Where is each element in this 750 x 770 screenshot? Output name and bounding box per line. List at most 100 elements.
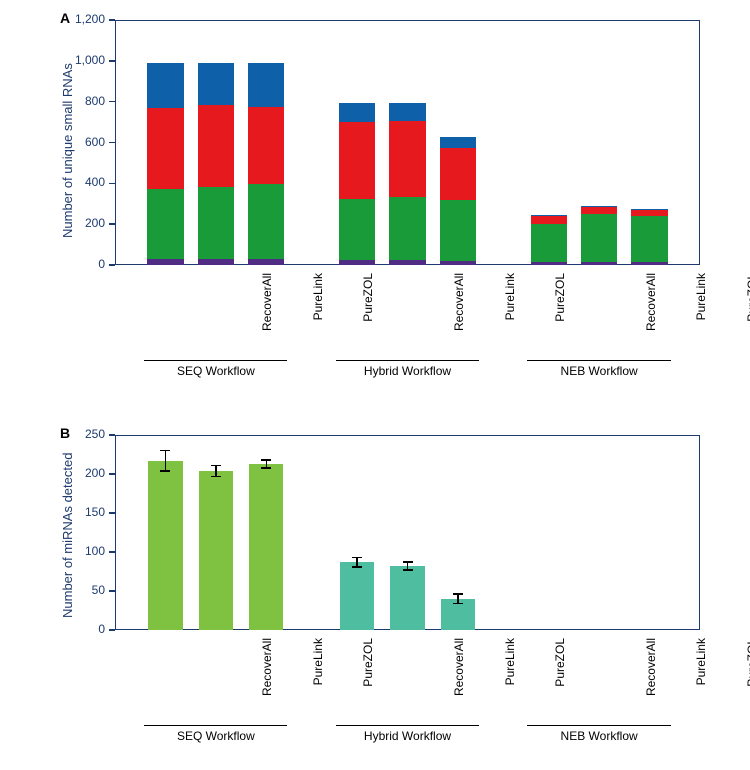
panel-a-group-line [336,360,479,361]
panel-a-xcat-label: PureLink [694,273,708,363]
panel-b-ytick-label: 150 [70,505,105,519]
panel-b-label: B [60,425,70,441]
panel-b-ytick-label: 250 [70,427,105,441]
panel-a-ytick [109,142,115,144]
panel-b-errorbar-cap [453,593,463,595]
panel-a-group-label: NEB Workflow [523,364,674,378]
panel-a-xcat-label: PureLink [311,273,325,363]
panel-a-ytick [109,101,115,103]
panel-a-bar-segment [248,63,284,107]
panel-a-bar-segment [389,260,425,265]
panel-b-group-label: Hybrid Workflow [332,729,483,743]
panel-a-bar-segment [339,199,375,260]
panel-a-bar-segment [440,261,476,265]
panel-a-bar-segment [198,105,234,188]
panel-b-errorbar [165,451,167,471]
panel-a-bar-segment [531,216,567,224]
panel-a-bar-segment [440,148,476,200]
panel-a-group-line [527,360,670,361]
panel-b-errorbar-cap [160,470,170,472]
panel-b-group-label: NEB Workflow [523,729,674,743]
panel-a-ytick-label: 600 [65,135,105,149]
panel-b-errorbar-cap [261,467,271,469]
panel-a-bar-segment [198,187,234,258]
panel-b-errorbar-cap [453,603,463,605]
panel-b-group-label: SEQ Workflow [140,729,291,743]
panel-b-xcat-label: PureZOL [745,638,750,728]
panel-a-ytick-label: 1,200 [65,12,105,26]
panel-a-xcat-label: RecoverAll [452,273,466,363]
panel-a-bar-segment [581,207,617,214]
panel-b-ytick [109,629,115,631]
panel-b-ytick-label: 0 [70,622,105,636]
panel-b-bar [199,471,233,630]
panel-a-ytick [109,183,115,185]
panel-a-bar-segment [339,103,375,122]
panel-b-bar [249,464,283,630]
panel-b-xcat-label: PureLink [503,638,517,728]
panel-a-ytick-label: 800 [65,94,105,108]
panel-a-xcat-label: RecoverAll [260,273,274,363]
panel-b-ytick-label: 50 [70,583,105,597]
panel-b-ytick [109,473,115,475]
panel-b-xcat-label: PureZOL [361,638,375,728]
panel-a-ytick-label: 0 [65,257,105,271]
panel-b-group-line [527,725,670,726]
panel-b-xcat-label: PureLink [694,638,708,728]
panel-b-xcat-label: RecoverAll [452,638,466,728]
panel-a-bar-segment [147,63,183,108]
panel-b-group-line [336,725,479,726]
panel-a-group-line [144,360,287,361]
panel-b-xcat-label: PureLink [311,638,325,728]
panel-b-errorbar-cap [261,459,271,461]
panel-a-ytick-label: 200 [65,216,105,230]
panel-b-errorbar-cap [160,450,170,452]
panel-b-ytick-label: 100 [70,544,105,558]
panel-a-bar-segment [248,107,284,185]
panel-a-ylabel: Number of unique small RNAs [60,63,75,238]
panel-b-bar [148,461,182,630]
panel-a-ytick [109,264,115,266]
panel-b-xcat-label: RecoverAll [644,638,658,728]
panel-a-bar-segment [389,103,425,121]
panel-b-errorbar-cap [211,465,221,467]
panel-a-xcat-label: PureZOL [745,273,750,363]
panel-a-bar-segment [248,184,284,259]
panel-b-xcat-label: RecoverAll [260,638,274,728]
panel-a-ytick-label: 400 [65,175,105,189]
panel-a-bar-segment [198,63,234,105]
panel-b-errorbar-cap [352,566,362,568]
panel-a-bar-segment [389,197,425,260]
panel-b-bar [390,566,424,630]
panel-b-errorbar-cap [211,476,221,478]
panel-a-bar-segment [631,216,667,262]
panel-a-bar-segment [631,210,667,216]
panel-b-ytick [109,551,115,553]
panel-a-bar-segment [531,224,567,262]
panel-a-bar-segment [581,262,617,265]
panel-a-bar-segment [248,259,284,265]
panel-a-bar-segment [147,108,183,190]
panel-a-bar-segment [339,122,375,199]
panel-a-bar-segment [440,200,476,261]
panel-a-bar-segment [147,259,183,265]
panel-b-errorbar-cap [352,557,362,559]
panel-a-bar-segment [531,215,567,216]
panel-a-xcat-label: PureZOL [361,273,375,363]
panel-a-ytick-label: 1,000 [65,53,105,67]
panel-a-bar-segment [147,189,183,258]
panel-b-bar [340,562,374,630]
panel-a-bar-segment [389,121,425,197]
panel-b-ytick-label: 200 [70,466,105,480]
panel-b-ytick [109,590,115,592]
panel-a-bar-segment [440,137,476,147]
panel-b-xcat-label: PureZOL [553,638,567,728]
panel-a-xcat-label: PureLink [503,273,517,363]
panel-b-errorbar-cap [403,569,413,571]
panel-b-ytick [109,434,115,436]
panel-b-ytick [109,512,115,514]
panel-a-xcat-label: RecoverAll [644,273,658,363]
panel-a-bar-segment [198,259,234,265]
panel-a-bar-segment [531,262,567,265]
panel-a-ytick [109,223,115,225]
